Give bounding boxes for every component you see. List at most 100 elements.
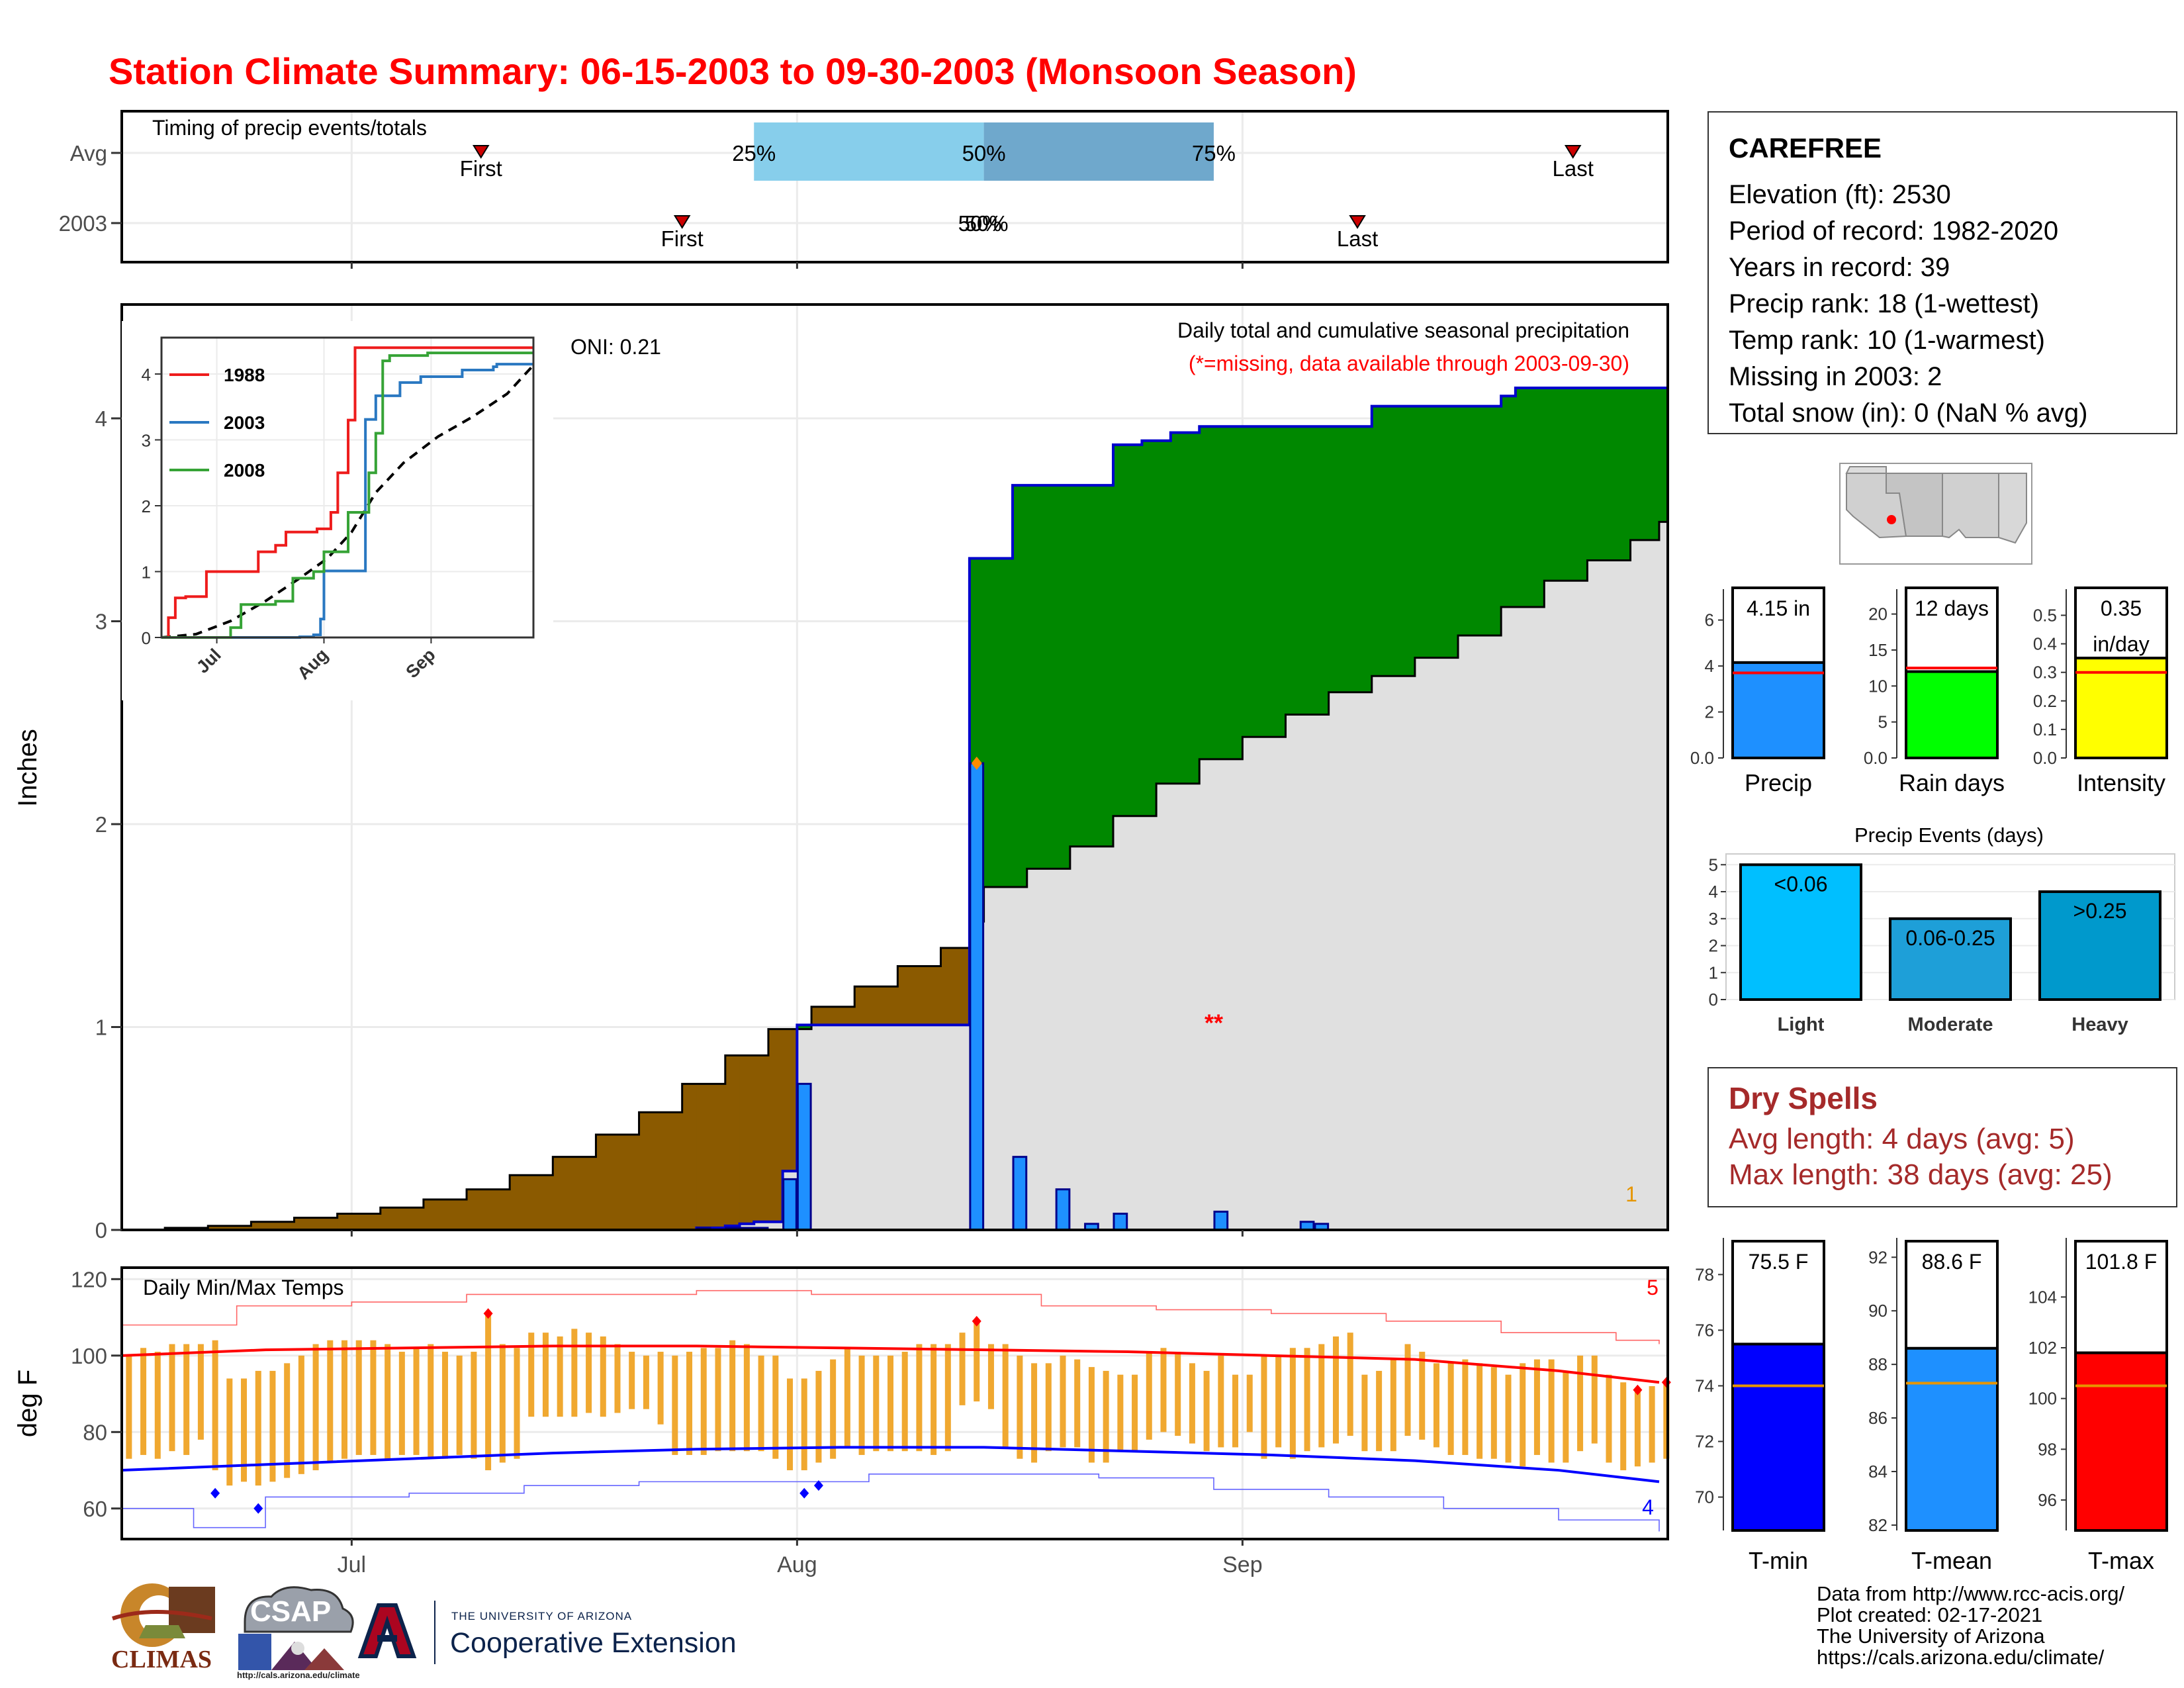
daily-temp-bar <box>1146 1352 1152 1440</box>
surplus-area <box>1414 406 1459 658</box>
daily-precip-bar <box>1113 1212 1128 1231</box>
deficit-area <box>596 1134 640 1230</box>
daily-temp-bar <box>758 1355 764 1452</box>
daily-temp-bar <box>1577 1355 1584 1452</box>
summary-y-tick-label: 96 <box>2038 1490 2057 1510</box>
daily-temp-bar <box>1490 1367 1497 1459</box>
summary-panel-name: T-mean <box>1911 1547 1992 1574</box>
avg-max-line <box>121 1344 1660 1384</box>
daily-precip-bar <box>969 762 985 1231</box>
summary-y-tick-label: 2 <box>1705 702 1714 722</box>
events-y-tick-label: 3 <box>1709 909 1718 929</box>
summary-bar-T-max <box>2074 1351 2168 1532</box>
temps-frame <box>120 1266 1669 1540</box>
inset-series-1988 <box>161 346 533 639</box>
timing-row-label: Avg <box>70 141 107 165</box>
record-low-marker <box>799 1487 809 1499</box>
missing-data-marker: ** <box>1205 1009 1223 1037</box>
station-snow: Total snow (in): 0 (NaN % avg) <box>1729 399 2088 428</box>
daily-temp-bar <box>629 1352 635 1409</box>
daily-temp-bar <box>1246 1374 1253 1432</box>
daily-temp-bar <box>672 1355 678 1455</box>
summary-y-tick-label: 0.0 <box>2033 748 2057 768</box>
record-low-marker <box>813 1480 823 1491</box>
timing-marker-label: First <box>460 156 502 181</box>
station-location-marker <box>1887 515 1896 524</box>
credit-url: https://cals.arizona.edu/climate/ <box>1817 1646 2105 1669</box>
precip-events-panel: 0 1 2 3 4 5 <0.06 Light 0.06-0.25 Moderate >0.25 He… <box>1709 823 2175 1035</box>
avg-min-line <box>121 1446 1660 1483</box>
daily-temp-bar <box>1318 1344 1325 1448</box>
station-period: Period of record: 1982-2020 <box>1729 216 2059 246</box>
precip-summary-panel: 0.0 2 4 6 4.15 in Precip 0.0 5 10 15 20 12 days Rain… <box>1690 586 2168 796</box>
quartile-label-2003: 50% <box>965 211 1009 236</box>
events-bar-label: >0.25 <box>2073 899 2127 923</box>
surplus-area <box>1328 426 1358 692</box>
events-category-label: Heavy <box>2071 1014 2128 1035</box>
daily-temp-bar <box>801 1378 807 1471</box>
summary-y-tick-label: 6 <box>1705 610 1714 630</box>
daily-temp-bar <box>284 1363 291 1478</box>
daily-temp-bar <box>944 1344 951 1452</box>
summary-value-label: 0.35 <box>2101 596 2142 620</box>
deficit-area <box>739 1055 754 1224</box>
precip-y-axis-label: Inches <box>13 729 42 807</box>
daily-temp-bar <box>987 1344 994 1409</box>
daily-temp-bar <box>1433 1363 1439 1448</box>
daily-temp-bar <box>1275 1355 1282 1448</box>
surplus-area <box>1127 444 1143 816</box>
temp-summary-panel: 70 72 74 76 78 75.5 F T-min 82 84 86 88 90 92 88.6 F T… <box>1695 1238 2168 1574</box>
daily-precip-bar <box>796 1082 812 1231</box>
summary-panel-name: Intensity <box>2077 769 2165 796</box>
inset-frame <box>160 336 535 639</box>
events-y-tick-label: 5 <box>1709 855 1718 874</box>
record-high-marker <box>483 1308 493 1319</box>
daily-temp-bar <box>226 1378 233 1486</box>
summary-y-tick-label: 100 <box>2028 1389 2057 1409</box>
timing-marker <box>673 215 691 229</box>
summary-y-tick-label: 0.4 <box>2033 634 2057 654</box>
y-tick-label: 80 <box>83 1420 107 1444</box>
daily-temp-bar <box>1649 1386 1655 1463</box>
daily-temp-bar <box>1606 1374 1612 1463</box>
daily-temp-bar <box>686 1352 693 1455</box>
summary-label-box <box>2074 586 2168 660</box>
daily-temp-bar <box>312 1344 319 1471</box>
daily-temp-bar <box>355 1340 362 1455</box>
daily-temp-bar <box>1289 1348 1296 1459</box>
deficit-area <box>696 1084 726 1228</box>
summary-bar-Intensity <box>2074 657 2168 760</box>
daily-temp-bar <box>1520 1363 1526 1467</box>
summary-y-tick-label: 10 <box>1868 676 1888 696</box>
record-min-line <box>122 1474 1660 1532</box>
daily-temp-bar <box>715 1348 721 1452</box>
deficit-area <box>897 966 942 1025</box>
daily-temp-bar <box>657 1352 664 1425</box>
summary-y-tick-label: 0.3 <box>2033 663 2057 682</box>
summary-bar-Precip <box>1731 661 1825 759</box>
surplus-area <box>1185 432 1200 784</box>
daily-temp-bar <box>815 1370 822 1463</box>
timing-marker <box>472 145 490 159</box>
summary-y-tick-label: 20 <box>1868 604 1888 624</box>
temps-panel: Daily Min/Max Temps 5 4 60 80 100 120 Jul Aug Sep… <box>13 1266 1671 1577</box>
daily-temp-bar <box>1419 1352 1426 1440</box>
daily-temp-bar <box>1347 1333 1353 1436</box>
daily-temp-bar <box>471 1352 477 1459</box>
daily-temp-bar <box>499 1344 506 1463</box>
deficit-area <box>337 1213 381 1230</box>
daily-temp-bar <box>643 1355 649 1409</box>
deficit-area <box>955 947 970 1025</box>
events-title: Precip Events (days) <box>1854 823 2044 847</box>
deficit-area <box>380 1207 424 1230</box>
summary-label-box <box>1731 1240 1825 1346</box>
summary-panel-name: Precip <box>1745 769 1812 796</box>
daily-temp-bar <box>1189 1363 1195 1444</box>
events-bar-label: <0.06 <box>1774 872 1828 896</box>
summary-y-tick-label: 88 <box>1868 1354 1888 1374</box>
daily-temp-bar <box>1175 1352 1181 1436</box>
station-precip-rank: Precip rank: 18 (1-wettest) <box>1729 289 2040 318</box>
deficit-area <box>208 1225 251 1230</box>
surplus-area <box>1026 485 1071 869</box>
y-tick-label: 0 <box>95 1218 107 1243</box>
